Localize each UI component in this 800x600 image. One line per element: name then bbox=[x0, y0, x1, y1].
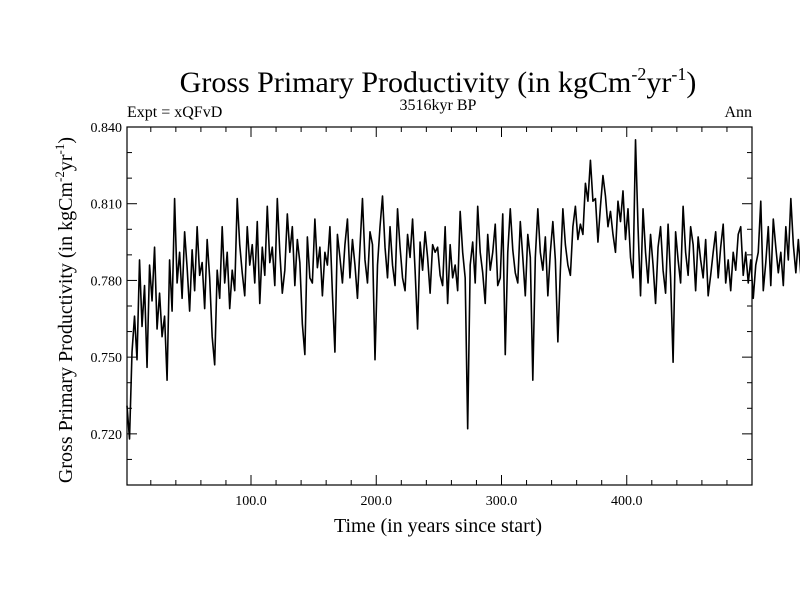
y-tick-label: 0.780 bbox=[91, 274, 123, 289]
y-axis-label-main: Gross Primary Productivity (in kgCm bbox=[55, 182, 77, 484]
y-tick-label: 0.750 bbox=[91, 351, 123, 366]
y-axis-label-mid: yr bbox=[55, 154, 77, 171]
y-axis-label-sup1: -2 bbox=[52, 171, 67, 182]
chart-title-mid: yr bbox=[646, 66, 671, 99]
y-tick-label: 0.810 bbox=[91, 198, 123, 213]
series-group bbox=[126, 138, 800, 440]
chart-title: Gross Primary Productivity (in kgCm-2yr-… bbox=[180, 64, 697, 99]
axis-tick-labels: 100.0 200.0 300.0 400.0 0.720 0.750 0.780 0.810… bbox=[91, 121, 643, 509]
x-tick-label: 300.0 bbox=[486, 494, 518, 509]
y-axis-label: Gross Primary Productivity (in kgCm-2yr-… bbox=[52, 137, 77, 483]
x-axis-label: Time (in years since start) bbox=[334, 515, 542, 537]
experiment-label: Expt = xQFvD bbox=[127, 104, 222, 121]
y-axis-label-end: ) bbox=[55, 137, 77, 144]
axis-ticks bbox=[127, 126, 752, 485]
x-tick-label: 400.0 bbox=[611, 494, 643, 509]
series-line-gpp bbox=[126, 138, 800, 440]
chart-title-main: Gross Primary Productivity (in kgCm bbox=[180, 66, 632, 99]
y-tick-label: 0.720 bbox=[91, 428, 123, 443]
subtitle: 3516kyr BP bbox=[400, 97, 477, 114]
y-tick-label: 0.840 bbox=[91, 121, 123, 136]
chart-title-end: ) bbox=[686, 66, 696, 99]
x-tick-label: 100.0 bbox=[235, 494, 267, 509]
chart-title-sup2: -1 bbox=[671, 64, 686, 84]
plot-frame bbox=[126, 126, 753, 486]
y-axis-label-sup2: -1 bbox=[52, 144, 67, 155]
chart-title-sup1: -2 bbox=[631, 64, 646, 84]
season-label: Ann bbox=[724, 104, 752, 121]
x-tick-label: 200.0 bbox=[360, 494, 392, 509]
